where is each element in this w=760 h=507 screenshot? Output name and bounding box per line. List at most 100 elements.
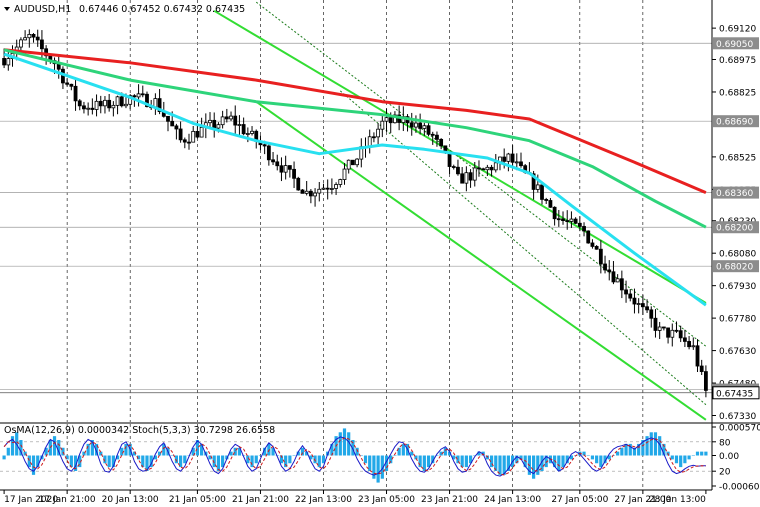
candle-body [376, 128, 381, 138]
candle-body [69, 83, 74, 87]
level-tag-box [713, 186, 759, 199]
candle-body [195, 130, 200, 138]
candle-body [607, 269, 612, 273]
osma-bar [124, 443, 128, 456]
osma-bar [132, 451, 136, 456]
level-tag-box [713, 260, 759, 273]
candle-body [308, 190, 313, 197]
osma-bar [216, 455, 221, 471]
candle-body [187, 141, 191, 144]
candle-body [191, 130, 196, 143]
osma-bar [208, 455, 212, 460]
candle-body [695, 345, 700, 367]
osma-bar [90, 440, 94, 456]
osma-bar [695, 451, 700, 456]
osma-bar [414, 455, 418, 460]
collapse-arrow-icon[interactable] [4, 7, 10, 11]
osma-bar [590, 455, 595, 460]
level-tag-label: 0.68020 [716, 263, 753, 273]
osma-bar [103, 455, 107, 464]
osma-bar [355, 447, 359, 456]
osma-bar [179, 455, 183, 468]
osma-bar [687, 455, 691, 460]
candle-body [132, 95, 137, 98]
osma-bar [443, 447, 447, 456]
candle-body [603, 263, 607, 271]
osma-bar [658, 436, 662, 456]
candle-body [271, 159, 275, 163]
osma-bar [418, 455, 422, 468]
osma-bar [321, 455, 326, 464]
osma-bar [439, 451, 443, 456]
osma-bar [649, 432, 653, 456]
candle-body [426, 125, 431, 135]
candle-body [27, 34, 32, 39]
osma-bar [31, 455, 36, 475]
candle-body [481, 168, 486, 171]
candle-body [145, 93, 149, 108]
osma-bar [174, 455, 178, 464]
time-label: 21 Jan 05:00 [169, 495, 226, 505]
candle-body [90, 107, 95, 110]
candle-body [157, 98, 162, 113]
osma-bar [376, 455, 380, 483]
candle-body [691, 345, 696, 348]
osma-bar [191, 447, 195, 456]
osma-bar [683, 455, 687, 464]
price-tick-label: 0.68975 [719, 56, 756, 66]
candle-body [678, 330, 683, 339]
osma-bar [506, 455, 510, 471]
candle-body [107, 99, 112, 109]
candle-body [699, 365, 704, 372]
osc-tick-label: 80 [719, 438, 731, 448]
osma-bar [317, 455, 321, 468]
osma-bar [557, 455, 561, 471]
candle-body [279, 165, 284, 173]
osma-bar [582, 451, 586, 456]
osma-bar [170, 455, 174, 457]
osma-bar [195, 440, 200, 456]
osma-bar [620, 447, 624, 456]
osma-bar [540, 455, 544, 471]
candle-body [506, 153, 511, 162]
osma-bar [65, 455, 69, 460]
candle-body [384, 117, 389, 122]
osma-bar [342, 428, 347, 456]
osma-bar [502, 455, 506, 475]
candle-body [640, 303, 645, 308]
osma-bar [384, 455, 389, 471]
candle-body [472, 167, 477, 181]
level-tag-box [713, 115, 759, 128]
osma-bar [422, 455, 426, 471]
osma-bar [679, 455, 683, 468]
osma-bar [250, 455, 254, 468]
candle-body [250, 130, 254, 134]
main-grid [0, 0, 712, 422]
level-tag-box [712, 386, 760, 400]
candle-body [304, 190, 309, 194]
candle-body [653, 317, 658, 331]
osma-bar [670, 455, 674, 460]
candle-body [435, 134, 439, 140]
candle-body [65, 82, 70, 85]
candle-body [329, 188, 334, 190]
candle-body [510, 153, 515, 163]
level-tag-box [713, 37, 759, 50]
osma-bar [153, 455, 157, 460]
osma-bar [300, 447, 305, 456]
candle-body [674, 329, 679, 332]
time-label: 23 Jan 05:00 [358, 495, 415, 505]
osma-bar [624, 443, 628, 456]
candle-body [245, 133, 250, 135]
osma-bar [19, 440, 23, 456]
osma-bar [157, 451, 162, 456]
osma-bar [330, 443, 334, 456]
osc-tick-label: 20 [719, 468, 731, 478]
stochastic-lines [3, 436, 706, 477]
osma-bar [6, 447, 10, 456]
candle-body [325, 187, 330, 190]
candle-body [418, 122, 423, 129]
candle-body [350, 159, 355, 166]
osma-bar [225, 455, 229, 460]
level-tag-label: 0.67435 [716, 389, 753, 399]
